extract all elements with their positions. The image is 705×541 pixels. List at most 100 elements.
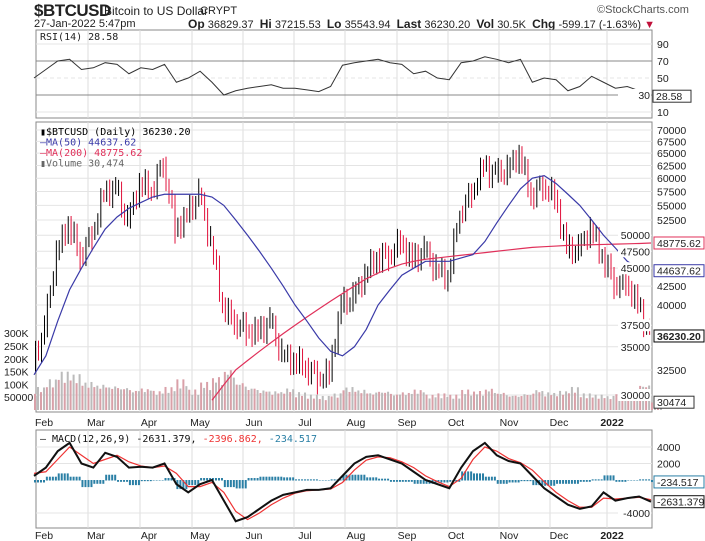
macd-histogram-bar — [562, 480, 565, 484]
volume-bar — [381, 392, 384, 410]
macd-histogram-bar — [449, 480, 452, 482]
volume-bar — [176, 379, 179, 410]
macd-histogram-bar — [499, 480, 502, 484]
macd-histogram-bar — [443, 480, 446, 483]
macd-histogram-bar — [126, 480, 129, 482]
macd-histogram-bar — [223, 480, 226, 488]
macd-histogram-bar — [455, 480, 458, 482]
volume-bar — [226, 374, 229, 410]
volume-bar — [609, 399, 612, 410]
volume-bar — [612, 395, 615, 410]
macd-histogram-bar — [404, 480, 407, 482]
macd-histogram-bar — [117, 480, 120, 482]
x-tick-label: Feb — [35, 530, 53, 541]
macd-histogram-bar — [306, 479, 309, 481]
macd-histogram-bar — [93, 480, 96, 484]
volume-bar — [78, 374, 81, 410]
macd-histogram-bar — [603, 475, 606, 481]
volume-bar — [250, 388, 253, 410]
macd-tick-label: 2000 — [657, 459, 681, 471]
volume-bar — [324, 400, 327, 410]
volume-bar — [48, 379, 51, 410]
volume-value-tag — [653, 395, 695, 409]
volume-bar — [556, 396, 559, 410]
macd-histogram-bar — [508, 480, 511, 483]
macd-histogram-bar — [556, 480, 559, 484]
volume-bar — [532, 393, 535, 410]
macd-histogram-bar — [170, 478, 173, 481]
price-tick-label: 52500 — [657, 215, 686, 227]
macd-histogram-bar — [318, 480, 321, 481]
macd-histogram-bar — [197, 480, 200, 486]
price-tick-label-bg — [618, 389, 651, 401]
macd-histogram-bar — [648, 479, 651, 481]
volume-bar — [360, 393, 363, 410]
macd-histogram-bar — [594, 479, 597, 481]
macd-histogram-bar — [48, 476, 51, 481]
volume-bar — [315, 394, 318, 410]
price-tick-label: 57500 — [657, 187, 686, 199]
macd-histogram-bar — [309, 479, 312, 481]
volume-bar — [372, 394, 375, 410]
volume-bar — [330, 396, 333, 410]
volume-legend: ▮Volume 30,474 — [40, 159, 124, 170]
macd-histogram-bar — [188, 480, 191, 486]
macd-histogram-bar — [618, 480, 621, 482]
price-tick-label: 65000 — [657, 148, 686, 160]
macd-histogram-bar — [72, 476, 75, 481]
macd-histogram-bar — [40, 480, 42, 483]
volume-bar — [66, 371, 69, 410]
volume-bar — [624, 392, 627, 410]
macd-legend-part: -2396.862, — [203, 434, 269, 445]
ma50-value-label: 44637.62 — [657, 266, 701, 278]
price-tick-label-bg — [618, 229, 651, 242]
macd-histogram-bar — [573, 480, 576, 484]
macd-histogram-bar — [259, 476, 262, 481]
macd-histogram-bar — [493, 476, 496, 481]
volume-bar — [594, 394, 597, 410]
macd-histogram-bar — [78, 476, 81, 481]
volume-bar — [582, 393, 585, 410]
volume-bar — [398, 394, 401, 410]
macd-histogram-bar — [90, 480, 93, 488]
macd-tick-label: 4000 — [657, 442, 681, 454]
macd-histogram-bar — [203, 478, 206, 481]
macd-histogram-bar — [75, 476, 78, 481]
volume-bar — [99, 388, 102, 410]
macd-histogram-bar — [304, 479, 307, 481]
macd-histogram-bar — [582, 480, 585, 482]
x-tick-label: May — [190, 530, 211, 541]
x-tick-label: Mar — [87, 530, 106, 541]
macd-histogram-bar — [413, 480, 416, 484]
volume-bar — [603, 398, 606, 410]
volume-bar — [493, 392, 496, 410]
volume-tick-label: 200K — [4, 354, 29, 366]
macd-histogram-bar — [363, 474, 366, 481]
volume-bar — [306, 398, 309, 410]
macd-histogram-bar — [66, 473, 69, 481]
rsi-panel — [35, 29, 653, 119]
volume-bar — [197, 394, 200, 410]
macd-histogram-bar — [289, 477, 292, 481]
volume-bar — [473, 391, 476, 410]
volume-bar — [502, 392, 505, 410]
volume-bar — [209, 390, 212, 410]
macd-histogram-bar — [280, 476, 283, 481]
volume-bar — [431, 394, 434, 410]
macd-histogram-bar — [51, 476, 54, 481]
volume-bar — [140, 388, 143, 410]
volume-bar — [579, 397, 582, 410]
price-tick-label: 70000 — [657, 125, 686, 137]
macd-histogram-bar — [330, 479, 333, 481]
macd-histogram-bar — [327, 480, 330, 481]
macd-histogram-bar — [286, 477, 289, 481]
macd-histogram-bar — [96, 480, 99, 484]
volume-bar — [149, 390, 152, 410]
x-tick-label: Dec — [550, 530, 569, 541]
volume-bar — [327, 395, 330, 410]
price-tick-label: 30000 — [621, 390, 650, 402]
volume-bar — [54, 379, 57, 410]
macd-histogram-bar — [645, 479, 648, 481]
volume-bar — [570, 386, 573, 410]
macd-histogram-bar — [57, 473, 60, 481]
